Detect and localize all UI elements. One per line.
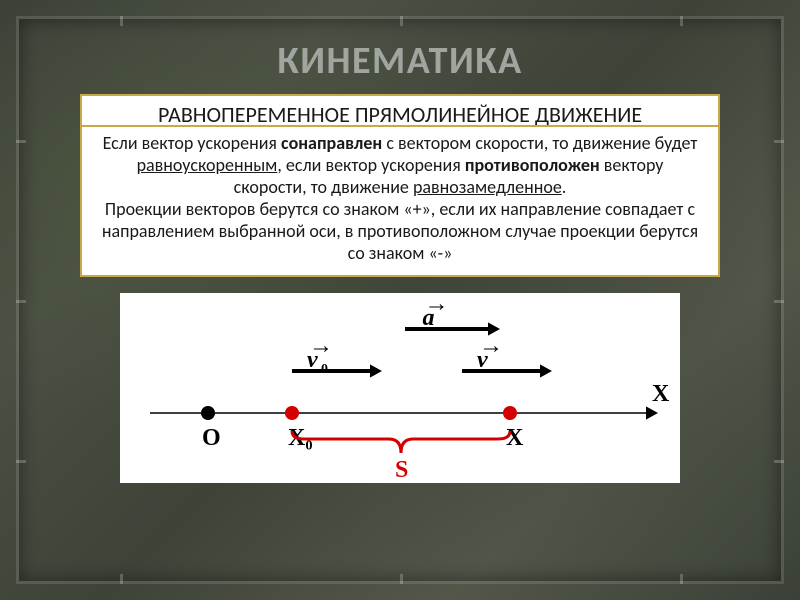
body-box: Если вектор ускорения сонаправлен с вект… xyxy=(80,125,720,277)
subtitle-text: РАВНОПЕРЕМЕННОЕ ПРЯМОЛИНЕЙНОЕ ДВИЖЕНИЕ xyxy=(158,101,642,128)
svg-text:X: X xyxy=(506,425,524,451)
kinematics-diagram: XOX₀X→a→v0→vS xyxy=(120,293,680,483)
slide-content: КИНЕМАТИКА РАВНОПЕРЕМЕННОЕ ПРЯМОЛИНЕЙНОЕ… xyxy=(0,0,800,600)
svg-text:O: O xyxy=(202,425,221,451)
svg-text:a: a xyxy=(423,305,435,331)
svg-text:v: v xyxy=(307,347,318,373)
svg-text:0: 0 xyxy=(321,362,328,377)
svg-text:X: X xyxy=(652,381,670,407)
svg-text:v: v xyxy=(477,347,488,373)
svg-text:S: S xyxy=(395,457,408,483)
slide-title: КИНЕМАТИКА xyxy=(277,38,522,84)
